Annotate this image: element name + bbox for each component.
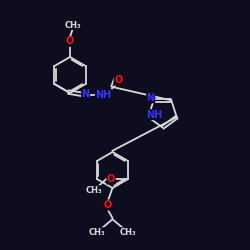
Text: N: N (146, 93, 155, 103)
Text: CH₃: CH₃ (85, 186, 102, 195)
Text: O: O (114, 75, 122, 85)
Text: CH₃: CH₃ (65, 20, 81, 30)
Text: N: N (82, 89, 90, 99)
Text: O: O (107, 174, 115, 184)
Text: NH: NH (146, 110, 162, 120)
Text: NH: NH (95, 90, 112, 100)
Text: O: O (66, 36, 74, 46)
Text: CH₃: CH₃ (120, 228, 136, 237)
Text: O: O (104, 200, 112, 210)
Text: CH₃: CH₃ (89, 228, 105, 237)
